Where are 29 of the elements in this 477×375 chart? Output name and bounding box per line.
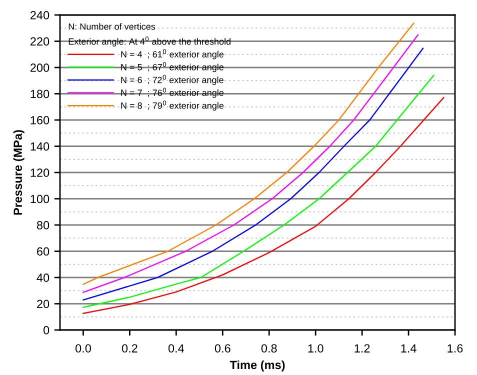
y-tick-label: 100 [30,194,50,204]
y-axis-title: Pressure (MPa) [13,130,24,215]
legend-label: N = 8 ; 79$^{0}$ exterior angle [121,100,224,111]
y-tick-label: 60 [37,247,50,256]
x-tick-label: 0.8 [261,344,277,353]
x-tick-label: 1.2 [354,344,370,352]
y-tick-label: 240 [30,11,50,20]
y-tick-label: 180 [30,90,50,98]
x-tick-label: 0.0 [75,344,91,353]
y-tick-label: 0 [43,326,50,334]
x-tick-label: 0.2 [122,344,138,353]
x-tick-label: 1.4 [401,344,416,352]
legend-label: N = 4 ; 61$^{0}$ exterior angle [121,49,224,60]
x-tick-label: 1.6 [448,344,463,353]
y-tick-label: 160 [30,116,50,124]
y-tick-label: 120 [30,168,50,177]
x-tick-label: 0.6 [214,344,230,353]
y-tick-label: 140 [30,142,50,151]
legend-label: N = 7 ; 76$^{0}$ exterior angle [121,88,224,98]
x-tick-label: 0.4 [168,344,184,353]
legend-label: N = 5 ; 67$^{0}$ exterior angle [121,62,224,72]
x-tick-label: 1.0 [308,344,324,353]
y-tick-label: 20 [37,300,50,308]
y-tick-label: 200 [30,64,50,72]
y-tick-label: 220 [30,37,50,46]
x-axis-title: Time (ms) [230,360,285,372]
y-tick-label: 40 [36,274,50,282]
y-tick-label: 80 [36,221,50,230]
legend-label: N = 6 ; 72$^{0}$ exterior angle [121,74,224,85]
